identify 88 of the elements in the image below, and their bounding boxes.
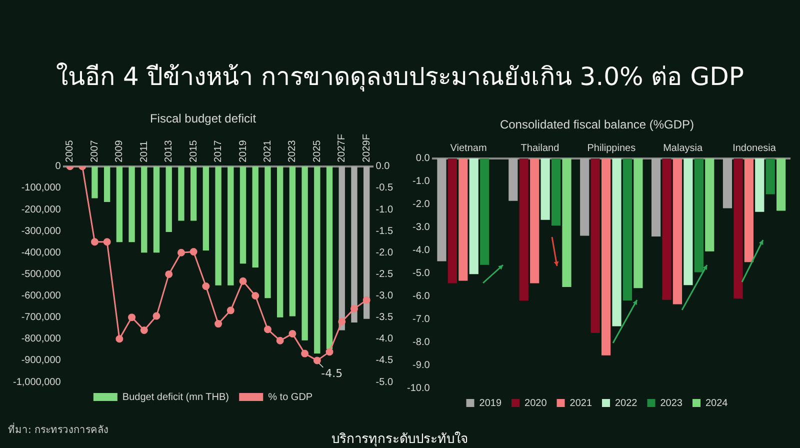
x-tick-label: 2017 [213, 140, 224, 162]
y-tick-label: -700,000 [21, 312, 62, 324]
y2-tick-label: -5.0 [376, 376, 394, 388]
y2-tick-label: -1.0 [376, 204, 394, 216]
legend-label: 2023 [660, 398, 683, 409]
y-tick-label: -200,000 [21, 204, 62, 216]
y2-tick-label: -4.5 [376, 355, 394, 366]
point [202, 282, 210, 290]
point [90, 238, 98, 246]
point [140, 326, 148, 334]
y-tick-label: -1,000,000 [12, 376, 62, 388]
x-tick-label: 2029F [361, 134, 372, 162]
y-tick-label: -4.0 [412, 244, 430, 256]
point [103, 238, 111, 246]
legend-label: 2024 [705, 398, 728, 409]
point [128, 314, 136, 322]
y-tick-label: -400,000 [21, 247, 62, 258]
point [226, 306, 234, 314]
point [239, 277, 247, 285]
y-tick-label: -600,000 [21, 290, 62, 302]
y2-tick-label: -1.5 [376, 226, 394, 237]
y-tick-label: -9.0 [412, 360, 430, 371]
y2-tick-label: -2.0 [376, 247, 394, 258]
text: บริการทุกระดับประทับใจ [332, 432, 468, 447]
y2-tick-label: -0.5 [376, 182, 394, 194]
point [350, 304, 358, 312]
y2-tick-label: -3.0 [376, 290, 394, 302]
x-tick-label: 2007 [89, 140, 100, 162]
text: ในอีก 4 ปีข้างหน้า การขาดดุลงบประมาณยังเกิน 3.0% ต่อ GDP [55, 61, 745, 94]
x-tick-label: 2027F [336, 134, 348, 162]
y-tick-label: 0.0 [416, 153, 430, 164]
y2-tick-label: -3.5 [376, 312, 394, 324]
y-tick-label: -300,000 [21, 226, 62, 237]
legend-label: 2021 [570, 398, 592, 409]
point [214, 320, 222, 328]
y-tick-label: -2.0 [412, 199, 430, 210]
x-tick-label: 2009 [114, 140, 126, 162]
chart-title: Fiscal budget deficit [150, 112, 257, 126]
annotation: -4.5 [321, 366, 343, 380]
x-tick-label: Thailand [520, 143, 560, 154]
y-tick-label: -6.0 [412, 290, 430, 302]
y-tick-label: -7.0 [412, 314, 430, 325]
point [301, 350, 309, 358]
point [362, 296, 370, 304]
point [313, 356, 321, 364]
point [116, 335, 124, 343]
x-tick-label: Philippines [587, 143, 636, 154]
y2-tick-label: 0.0 [376, 161, 390, 172]
point [288, 330, 296, 338]
y-tick-label: -1.0 [412, 176, 430, 188]
chart-title: Consolidated fiscal balance (%GDP) [500, 118, 694, 132]
point [190, 248, 198, 256]
y-tick-label: -10.0 [406, 382, 430, 394]
point [264, 326, 272, 334]
legend-label: % to GDP [268, 392, 313, 403]
y-tick-label: -800,000 [21, 334, 62, 345]
y-tick-label: -900,000 [21, 355, 62, 366]
x-tick-label: 2011 [138, 140, 150, 162]
x-tick-label: 2005 [64, 140, 76, 162]
y-tick-label: -3.0 [412, 222, 430, 234]
legend-label: 2020 [524, 398, 548, 409]
point [177, 248, 185, 256]
x-tick-label: 2015 [188, 140, 200, 162]
point [252, 292, 260, 300]
text: ที่มา: กระทรวงการคลัง [8, 422, 109, 437]
point [338, 318, 346, 326]
point [326, 348, 334, 356]
y-tick-label: -8.0 [412, 336, 430, 348]
x-tick-label: 2019 [238, 140, 249, 162]
x-tick-label: Indonesia [732, 143, 776, 154]
legend-label: 2022 [615, 398, 638, 409]
legend-label: 2019 [479, 398, 502, 409]
y-tick-label: -5.0 [412, 268, 430, 279]
x-tick-label: 2025 [312, 140, 323, 162]
x-tick-label: 2021 [262, 140, 274, 162]
y2-tick-label: -2.5 [376, 268, 394, 280]
x-tick-label: 2023 [287, 140, 298, 162]
x-tick-label: Malaysia [663, 143, 703, 154]
point [165, 270, 173, 278]
y-tick-label: -500,000 [21, 268, 62, 280]
x-tick-label: Vietnam [450, 143, 487, 154]
point [276, 336, 284, 344]
point [152, 312, 160, 320]
y2-tick-label: -4.0 [376, 334, 394, 345]
x-tick-label: 2013 [164, 140, 175, 162]
y-tick-label: -100,000 [21, 182, 62, 194]
legend-label: Budget deficit (mn THB) [122, 392, 229, 403]
y-tick-label: 0 [55, 161, 62, 172]
